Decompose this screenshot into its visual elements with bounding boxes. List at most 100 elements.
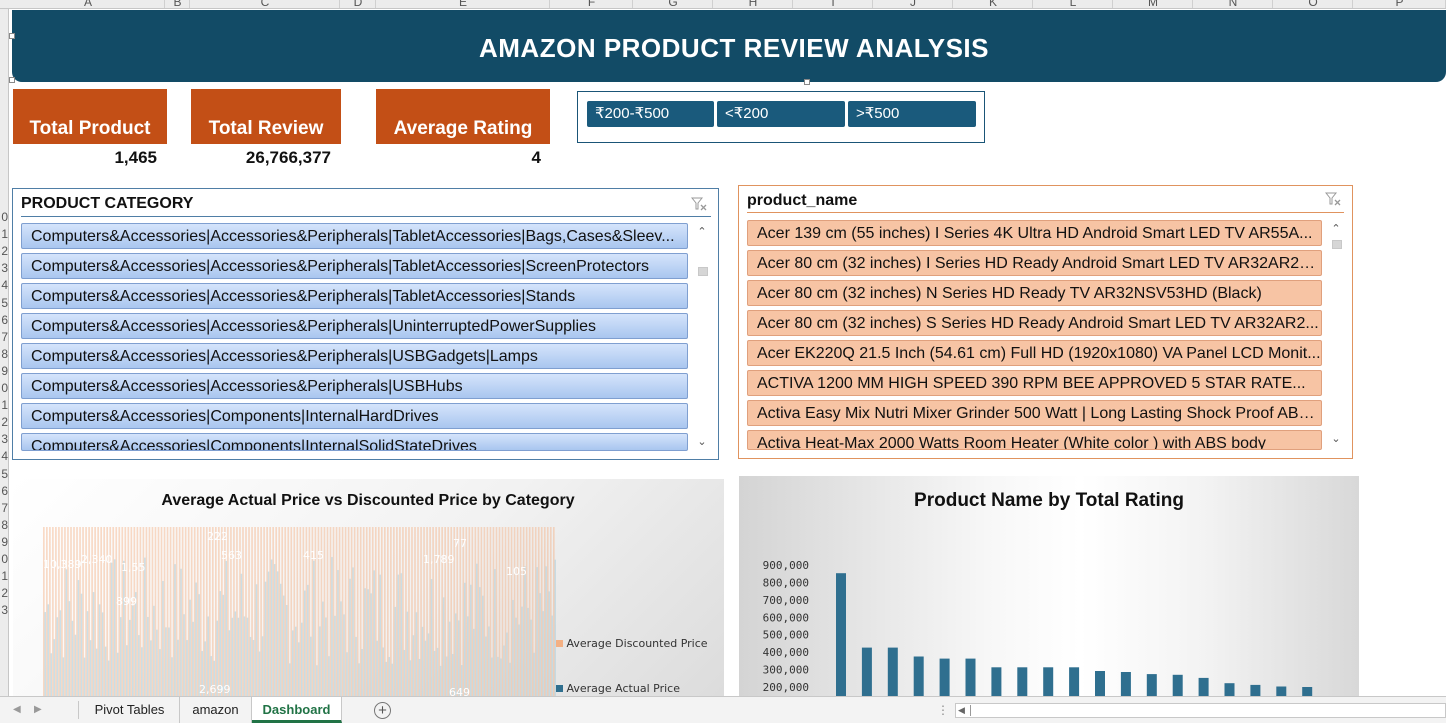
scroll-up-icon[interactable]: ⌃: [1331, 223, 1341, 235]
clear-filter-icon[interactable]: [1325, 192, 1341, 206]
total-rating-chart[interactable]: Product Name by Total Rating 900,000 800,…: [739, 476, 1359, 696]
row-header[interactable]: 3: [1, 261, 8, 276]
horizontal-scrollbar[interactable]: ◀: [955, 703, 1446, 718]
category-item[interactable]: Computers&Accessories|Accessories&Periph…: [21, 313, 688, 339]
category-item[interactable]: Computers&Accessories|Accessories&Periph…: [21, 223, 688, 249]
column-header[interactable]: N: [1194, 0, 1273, 8]
row-header[interactable]: 1: [1, 227, 8, 242]
data-label: 1,789: [423, 553, 455, 566]
product-item[interactable]: Acer 80 cm (32 inches) N Series HD Ready…: [747, 280, 1322, 306]
tab-pivot-tables[interactable]: Pivot Tables: [80, 697, 180, 723]
product-item[interactable]: Acer 139 cm (55 inches) I Series 4K Ultr…: [747, 220, 1322, 246]
column-header[interactable]: J: [874, 0, 953, 8]
resize-handle[interactable]: [804, 79, 810, 85]
bar-actual-price: [445, 656, 448, 696]
bar-discounted-price: [242, 527, 244, 696]
scroll-thumb[interactable]: [970, 705, 971, 716]
row-header[interactable]: 8: [1, 517, 8, 532]
row-header[interactable]: 7: [1, 329, 8, 344]
price-button-under-200[interactable]: <₹200: [717, 101, 845, 127]
column-header[interactable]: H: [714, 0, 793, 8]
product-item[interactable]: Activa Easy Mix Nutri Mixer Grinder 500 …: [747, 400, 1322, 426]
bar-discounted-price: [359, 527, 362, 696]
row-header[interactable]: 6: [1, 483, 8, 498]
row-header[interactable]: 9: [1, 363, 8, 378]
row-header[interactable]: 4: [1, 278, 8, 293]
bar-actual-price: [436, 647, 439, 696]
column-header[interactable]: B: [166, 0, 190, 8]
row-header[interactable]: 4: [1, 449, 8, 464]
product-scrollbar[interactable]: ⌃ ⌄: [1329, 222, 1343, 450]
row-header[interactable]: 0: [1, 210, 8, 224]
row-header[interactable]: 2: [1, 586, 8, 601]
column-header[interactable]: I: [794, 0, 873, 8]
column-header[interactable]: E: [377, 0, 550, 8]
column-header[interactable]: L: [1034, 0, 1113, 8]
category-item[interactable]: Computers&Accessories|Components|Interna…: [21, 403, 688, 429]
resize-handle[interactable]: [9, 33, 15, 39]
product-item[interactable]: ACTIVA 1200 MM HIGH SPEED 390 RPM BEE AP…: [747, 370, 1322, 396]
add-sheet-icon[interactable]: +: [374, 702, 391, 719]
row-header[interactable]: 7: [1, 500, 8, 515]
scroll-down-icon[interactable]: ⌄: [1331, 433, 1341, 445]
bar-actual-price: [258, 651, 261, 696]
category-item[interactable]: Computers&Accessories|Accessories&Periph…: [21, 283, 688, 309]
bar-actual-price: [473, 628, 475, 696]
scroll-down-icon[interactable]: ⌄: [697, 436, 707, 448]
category-item[interactable]: Computers&Accessories|Accessories&Periph…: [21, 253, 688, 279]
row-header[interactable]: 0: [1, 552, 8, 566]
category-item[interactable]: Computers&Accessories|Accessories&Periph…: [21, 343, 688, 369]
product-item[interactable]: Activa Heat-Max 2000 Watts Room Heater (…: [747, 430, 1322, 450]
bar-discounted-price: [127, 527, 130, 696]
row-header[interactable]: 5: [1, 466, 8, 481]
tab-scroll-left-icon[interactable]: ◀: [13, 704, 21, 715]
row-header[interactable]: 3: [1, 432, 8, 447]
clear-filter-icon[interactable]: [691, 197, 707, 211]
bar-discounted-price: [483, 527, 486, 696]
column-header[interactable]: A: [12, 0, 165, 8]
column-header[interactable]: G: [634, 0, 713, 8]
bar-actual-price: [92, 592, 95, 696]
price-button-over-500[interactable]: >₹500: [848, 101, 976, 127]
category-item[interactable]: Computers&Accessories|Accessories&Periph…: [21, 373, 688, 399]
column-header[interactable]: K: [954, 0, 1033, 8]
row-header[interactable]: 1: [1, 569, 8, 584]
row-header[interactable]: 0: [1, 381, 8, 395]
price-button-200-500[interactable]: ₹200-₹500: [587, 101, 714, 127]
bar-actual-price: [512, 599, 514, 696]
bar-discounted-price: [248, 527, 250, 696]
product-item[interactable]: Acer 80 cm (32 inches) S Series HD Ready…: [747, 310, 1322, 336]
column-header[interactable]: O: [1274, 0, 1353, 8]
price-comparison-chart[interactable]: Average Actual Price vs Discounted Price…: [13, 479, 724, 696]
legend-label: Average Discounted Price: [566, 637, 708, 650]
row-header[interactable]: 2: [1, 415, 8, 430]
row-header[interactable]: 2: [1, 244, 8, 259]
row-header[interactable]: 6: [1, 312, 8, 327]
category-item[interactable]: Computers&Accessories|Components|Interna…: [21, 433, 688, 451]
tab-amazon[interactable]: amazon: [180, 697, 252, 723]
product-item[interactable]: Acer 80 cm (32 inches) I Series HD Ready…: [747, 250, 1322, 276]
tab-scroll-right-icon[interactable]: ▶: [34, 704, 42, 715]
title-banner[interactable]: AMAZON PRODUCT REVIEW ANALYSIS: [12, 10, 1446, 82]
row-header[interactable]: 1: [1, 398, 8, 413]
scroll-thumb[interactable]: [1332, 240, 1342, 249]
scroll-thumb[interactable]: [698, 267, 708, 276]
category-scrollbar[interactable]: ⌃ ⌄: [695, 225, 709, 453]
bar-discounted-price: [82, 527, 84, 696]
resize-handle[interactable]: [9, 77, 15, 83]
column-header[interactable]: C: [191, 0, 340, 8]
column-header[interactable]: M: [1114, 0, 1193, 8]
scroll-left-icon[interactable]: ◀: [958, 705, 965, 715]
row-header[interactable]: 3: [1, 603, 8, 618]
column-header[interactable]: P: [1354, 0, 1446, 8]
row-header[interactable]: 5: [1, 295, 8, 310]
bar-discounted-price: [417, 527, 419, 696]
tab-split-handle-icon[interactable]: ⋮: [937, 703, 949, 717]
tab-dashboard[interactable]: Dashboard: [252, 697, 342, 723]
row-header[interactable]: 9: [1, 534, 8, 549]
column-header[interactable]: D: [341, 0, 376, 8]
column-header[interactable]: F: [551, 0, 633, 8]
product-item[interactable]: Acer EK220Q 21.5 Inch (54.61 cm) Full HD…: [747, 340, 1322, 366]
scroll-up-icon[interactable]: ⌃: [697, 226, 707, 238]
row-header[interactable]: 8: [1, 346, 8, 361]
